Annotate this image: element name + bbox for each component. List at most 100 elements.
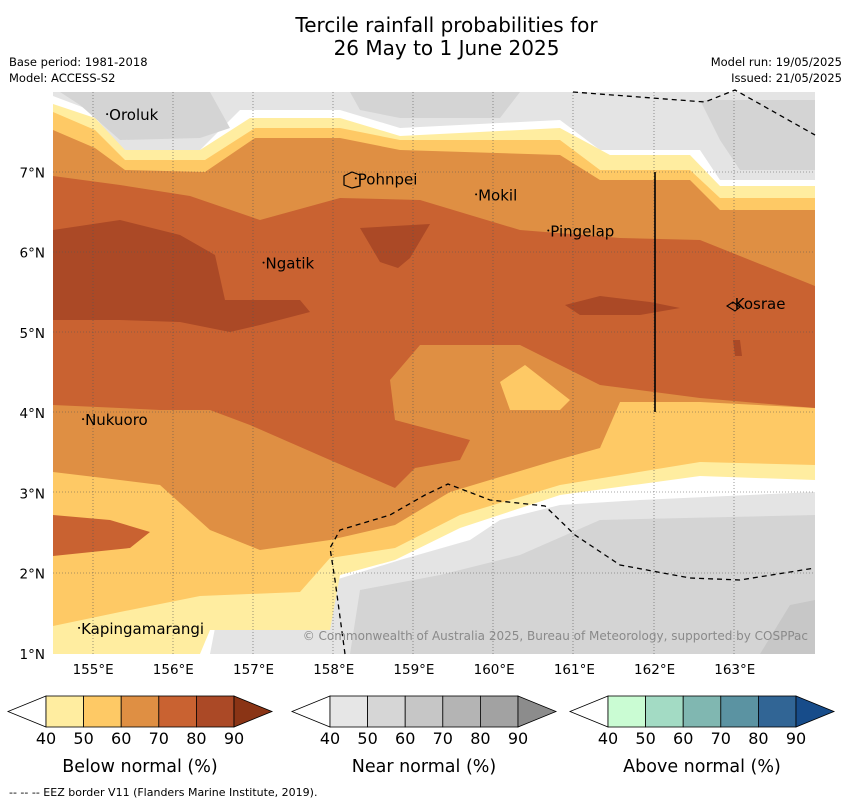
colorbar-over-arrow <box>233 695 274 728</box>
colorbar-tick: 40 <box>598 729 618 748</box>
base-period-text: Base period: 1981-2018 <box>9 55 148 69</box>
copyright-text: © Commonwealth of Australia 2025, Bureau… <box>303 629 808 643</box>
kosrae-island <box>725 301 741 312</box>
longitude-tick-label: 158°E <box>313 662 354 678</box>
colorbar-tick: 50 <box>635 729 655 748</box>
colorbar-over-arrow <box>795 695 836 728</box>
near-normal-region-south-dark <box>350 515 815 654</box>
graticule <box>53 92 815 654</box>
below-normal-80 <box>53 220 310 332</box>
latitude-tick-label: 1°N <box>20 647 45 663</box>
place-marker <box>262 261 265 264</box>
place-marker <box>475 193 478 196</box>
pohnpei-island <box>343 171 361 189</box>
place-label: Oroluk <box>109 106 158 124</box>
colorbar-swatch <box>479 695 519 728</box>
colorbar-swatch <box>329 695 368 728</box>
longitude-tick-label: 156°E <box>153 662 194 678</box>
colorbar-tick: 80 <box>470 729 490 748</box>
colorbar-swatch <box>442 695 481 728</box>
colorbar-tick: 90 <box>508 729 528 748</box>
colorbar-swatch <box>45 695 84 728</box>
colorbar-tick: 50 <box>73 729 93 748</box>
place-marker <box>547 229 550 232</box>
place-label: Pingelap <box>550 223 614 241</box>
colorbar-tick: 90 <box>224 729 244 748</box>
place-label: Pohnpei <box>358 170 418 188</box>
colorbar-label: Above normal (%) <box>623 757 781 777</box>
model-text: Model: ACCESS-S2 <box>9 71 116 85</box>
colorbar-under-arrow <box>290 695 331 728</box>
colorbar-swatch <box>607 695 646 728</box>
place-marker <box>731 301 734 304</box>
place-marker <box>78 626 81 629</box>
place-label: Ngatik <box>266 255 315 273</box>
latitude-tick-label: 3°N <box>20 486 45 502</box>
axis-labels: 155°E 156°E 157°E 158°E 159°E 160°E 161°E 162°E… <box>20 165 756 678</box>
place-marker <box>82 418 85 421</box>
latitude-tick-label: 5°N <box>20 326 45 342</box>
colorbar-swatch <box>645 695 684 728</box>
colorbar-swatch <box>158 695 197 728</box>
colorbar-tick: 80 <box>748 729 768 748</box>
latitude-tick-label: 7°N <box>20 165 45 181</box>
colorbar-swatch <box>195 695 235 728</box>
colorbar-tick: 70 <box>149 729 169 748</box>
run-info: Model run: 19/05/2025 Issued: 21/05/2025 <box>711 54 842 86</box>
colorbar-tick: 40 <box>36 729 56 748</box>
colorbar-2: 40 50 60 70 80 90 Near normal (%) <box>290 695 558 777</box>
colorbar-swatch <box>83 695 122 728</box>
issued-text: Issued: 21/05/2025 <box>731 71 842 85</box>
latitude-tick-label: 4°N <box>20 406 45 422</box>
place-label: Mokil <box>478 186 517 204</box>
colorbar-over-arrow <box>517 695 558 728</box>
colorbar-1: 40 50 60 70 80 90 Below normal (%) <box>6 695 274 777</box>
longitude-tick-label: 155°E <box>73 662 114 678</box>
place-marker <box>354 177 357 180</box>
colorbar-tick: 70 <box>711 729 731 748</box>
title-line-1: Tercile rainfall probabilities for <box>295 13 598 37</box>
colorbar-swatch <box>682 695 722 728</box>
colorbar-tick: 60 <box>673 729 693 748</box>
longitude-tick-label: 159°E <box>393 662 434 678</box>
colorbar-under-arrow <box>6 695 47 728</box>
eez-border <box>329 89 816 655</box>
latitude-tick-label: 2°N <box>20 567 45 583</box>
colorbar-under-arrow <box>568 695 609 728</box>
colorbar-tick: 70 <box>433 729 453 748</box>
colorbar-tick: 60 <box>111 729 131 748</box>
place-label: Nukuoro <box>85 411 148 429</box>
model-info: Base period: 1981-2018 Model: ACCESS-S2 <box>9 54 148 86</box>
place-labels: Oroluk Pohnpei Mokil Pingelap Ngatik Kosrae Nu… <box>78 106 785 638</box>
place-label: Kosrae <box>735 295 786 313</box>
colorbar-swatch <box>367 695 406 728</box>
colorbar-swatch <box>404 695 444 728</box>
colorbar-tick: 60 <box>395 729 415 748</box>
longitude-tick-label: 163°E <box>714 662 755 678</box>
colorbar-tick: 50 <box>357 729 377 748</box>
colorbar-swatch <box>120 695 160 728</box>
place-label: Kapingamarangi <box>81 620 204 638</box>
colorbar-swatch <box>720 695 759 728</box>
near-normal-region-north <box>53 92 815 180</box>
title-line-2: 26 May to 1 June 2025 <box>333 36 560 60</box>
longitude-tick-label: 162°E <box>634 662 675 678</box>
colorbar-tick: 40 <box>320 729 340 748</box>
latitude-tick-label: 6°N <box>20 246 45 262</box>
colorbar-label: Below normal (%) <box>62 757 217 777</box>
longitude-tick-label: 160°E <box>474 662 515 678</box>
place-marker <box>106 113 109 116</box>
colorbars: 40 50 60 70 80 90 Below normal (%) 40 50 60 70 80 90… <box>6 695 836 777</box>
probability-field <box>53 92 815 654</box>
eez-footnote: -- -- -- EEZ border V11 (Flanders Marine… <box>9 786 318 799</box>
colorbar-tick: 90 <box>786 729 806 748</box>
near-normal-region-north-dark <box>60 92 815 170</box>
longitude-tick-label: 157°E <box>233 662 274 678</box>
colorbar-swatch <box>758 695 797 728</box>
colorbar-tick: 80 <box>186 729 206 748</box>
map-title: Tercile rainfall probabilities for 26 Ma… <box>0 14 850 60</box>
colorbar-3: 40 50 60 70 80 90 Above normal (%) <box>568 695 836 777</box>
longitude-tick-label: 161°E <box>554 662 595 678</box>
colorbar-label: Near normal (%) <box>352 757 497 777</box>
